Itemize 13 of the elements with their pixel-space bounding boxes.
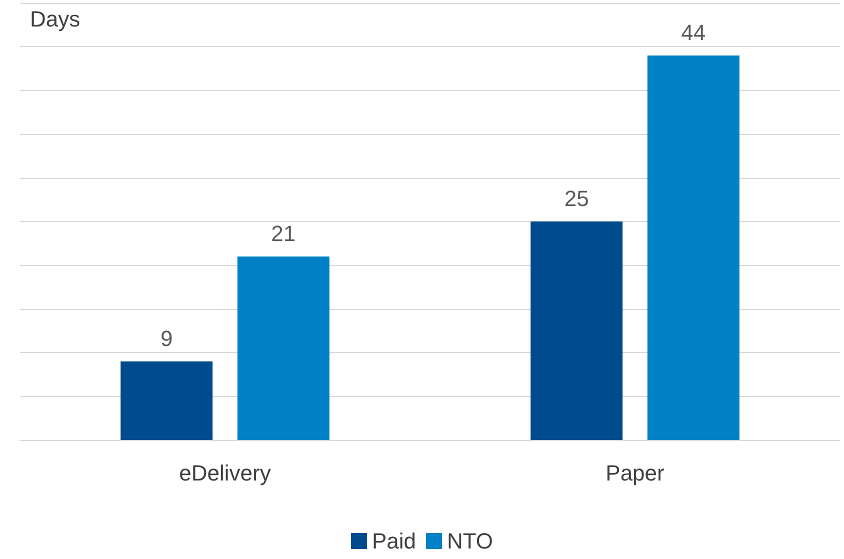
data-label: 21 bbox=[271, 220, 296, 246]
data-label: 9 bbox=[160, 326, 173, 351]
data-label: 25 bbox=[564, 186, 589, 211]
bar bbox=[530, 222, 623, 440]
bar bbox=[647, 55, 740, 440]
y-axis-title: Days bbox=[30, 6, 80, 32]
data-label: 44 bbox=[681, 20, 706, 45]
bar bbox=[237, 256, 330, 440]
legend-label: Paid bbox=[372, 528, 416, 554]
legend-label: NTO bbox=[446, 528, 494, 554]
bar bbox=[120, 361, 213, 440]
x-tick-label: Paper bbox=[606, 460, 664, 486]
x-tick-label: eDelivery bbox=[179, 460, 271, 486]
